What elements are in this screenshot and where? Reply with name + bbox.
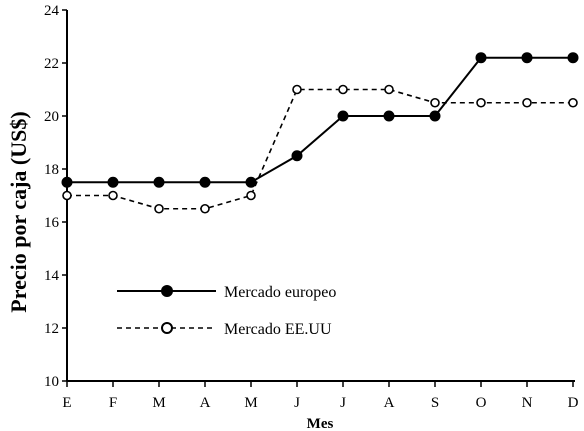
- data-point: [154, 203, 164, 214]
- data-point: [521, 52, 533, 64]
- data-point: [199, 176, 211, 188]
- y-tick-label: 22: [44, 56, 59, 72]
- y-tick-label: 20: [44, 109, 59, 125]
- x-tick-label: M: [244, 395, 257, 411]
- x-tick-label: O: [476, 395, 487, 411]
- series-mercado-europeo: [61, 52, 579, 188]
- y-axis-ticks: 10 12 14 16 18 20 22 24: [44, 3, 67, 390]
- data-point: [245, 176, 257, 188]
- y-tick-label: 10: [44, 374, 59, 390]
- series-layer: [61, 52, 579, 214]
- x-tick-label: S: [431, 395, 439, 411]
- x-tick-label: D: [568, 395, 579, 411]
- data-point: [384, 84, 394, 95]
- x-tick-label: F: [109, 395, 117, 411]
- data-point: [246, 190, 256, 201]
- legend-marker: [161, 285, 173, 297]
- legend-item: Mercado europeo: [117, 284, 336, 301]
- data-point: [291, 150, 303, 162]
- y-tick-label: 12: [44, 321, 59, 337]
- data-point: [430, 97, 440, 108]
- data-point: [338, 84, 348, 95]
- data-point: [429, 110, 441, 122]
- x-axis-title: Mes: [307, 416, 334, 431]
- data-point: [567, 52, 579, 64]
- y-tick-label: 24: [44, 3, 60, 19]
- data-point: [107, 176, 119, 188]
- y-tick-label: 18: [44, 162, 59, 178]
- data-point: [61, 176, 73, 188]
- x-tick-label: J: [340, 395, 346, 411]
- data-point: [153, 176, 165, 188]
- y-tick-label: 16: [44, 215, 60, 231]
- series-line: [67, 56, 573, 184]
- data-point: [108, 190, 118, 201]
- data-point: [568, 97, 578, 108]
- data-point: [62, 190, 72, 201]
- data-point: [475, 52, 487, 64]
- y-axis-title: Precio por caja (US$): [6, 111, 31, 312]
- x-tick-label: A: [384, 395, 395, 411]
- legend: Mercado europeo Mercado EE.UU: [117, 284, 336, 338]
- legend-item: Mercado EE.UU: [117, 321, 332, 338]
- x-tick-label: M: [152, 395, 165, 411]
- data-point: [292, 84, 302, 95]
- legend-marker: [161, 322, 173, 334]
- data-point: [337, 110, 349, 122]
- data-point: [200, 203, 210, 214]
- legend-label: Mercado europeo: [224, 284, 336, 301]
- y-tick-label: 14: [44, 268, 60, 284]
- legend-label: Mercado EE.UU: [224, 321, 332, 338]
- series-mercado-eeuu: [62, 84, 578, 214]
- series-line: [67, 88, 573, 210]
- data-point: [476, 97, 486, 108]
- x-tick-label: N: [522, 395, 533, 411]
- x-tick-label: J: [294, 395, 300, 411]
- data-point: [383, 110, 395, 122]
- x-tick-label: A: [200, 395, 211, 411]
- data-point: [522, 97, 532, 108]
- x-tick-label: E: [62, 395, 71, 411]
